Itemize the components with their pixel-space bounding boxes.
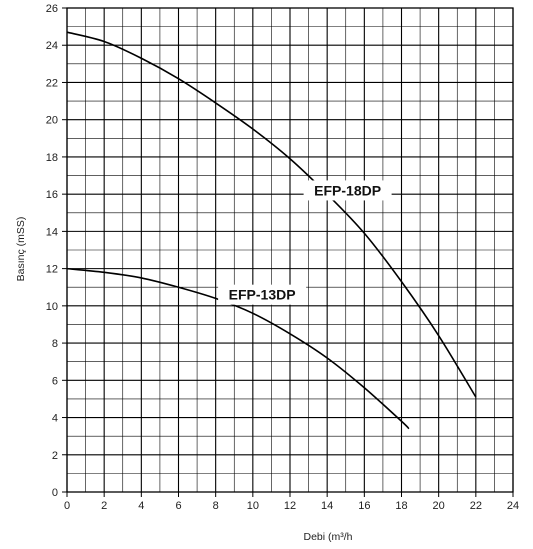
y-tick-label: 14 — [46, 226, 58, 238]
x-tick-label: 2 — [101, 500, 107, 512]
y-tick-label: 24 — [46, 40, 58, 52]
y-tick-label: 12 — [46, 264, 58, 276]
series-line-1 — [66, 31, 477, 398]
x-tick-label: 24 — [507, 500, 519, 512]
x-tick-label: 8 — [213, 500, 219, 512]
series-line-2 — [66, 267, 410, 430]
series-lines — [66, 31, 477, 430]
x-tick-label: 4 — [138, 500, 144, 512]
y-tick-label: 8 — [52, 338, 58, 350]
x-tick-label: 16 — [358, 500, 370, 512]
y-tick-label: 2 — [52, 450, 58, 462]
x-tick-labels: 0 2 4 6 8 10 12 14 16 18 20 22 24 — [64, 500, 519, 512]
y-tick-label: 26 — [46, 3, 58, 15]
series-labels: EFP-18DP EFP-13DP — [218, 180, 392, 305]
y-tick-label: 20 — [46, 115, 58, 127]
series-label-bg — [303, 180, 392, 201]
axes — [62, 7, 514, 497]
x-axis-title: Debi (m³/h — [303, 531, 352, 543]
plot-border — [66, 7, 514, 493]
y-tick-label: 0 — [52, 487, 58, 499]
y-tick-label: 10 — [46, 301, 58, 313]
y-tick-label: 22 — [46, 77, 58, 89]
y-tick-label: 18 — [46, 152, 58, 164]
x-tick-label: 14 — [321, 500, 333, 512]
y-tick-label: 4 — [52, 413, 58, 425]
x-tick-label: 18 — [395, 500, 407, 512]
x-tick-label: 22 — [470, 500, 482, 512]
y-tick-label: 16 — [46, 189, 58, 201]
x-tick-label: 12 — [284, 500, 296, 512]
y-axis-title: Basınç (mSS) — [15, 217, 27, 282]
x-tick-label: 20 — [433, 500, 445, 512]
x-tick-label: 10 — [247, 500, 259, 512]
x-tick-label: 0 — [64, 500, 70, 512]
series-label-bg — [218, 284, 307, 305]
series-label-2: EFP-13DP — [229, 287, 296, 303]
y-tick-label: 6 — [52, 375, 58, 387]
x-tick-label: 6 — [175, 500, 181, 512]
series-label-1: EFP-18DP — [314, 182, 381, 198]
